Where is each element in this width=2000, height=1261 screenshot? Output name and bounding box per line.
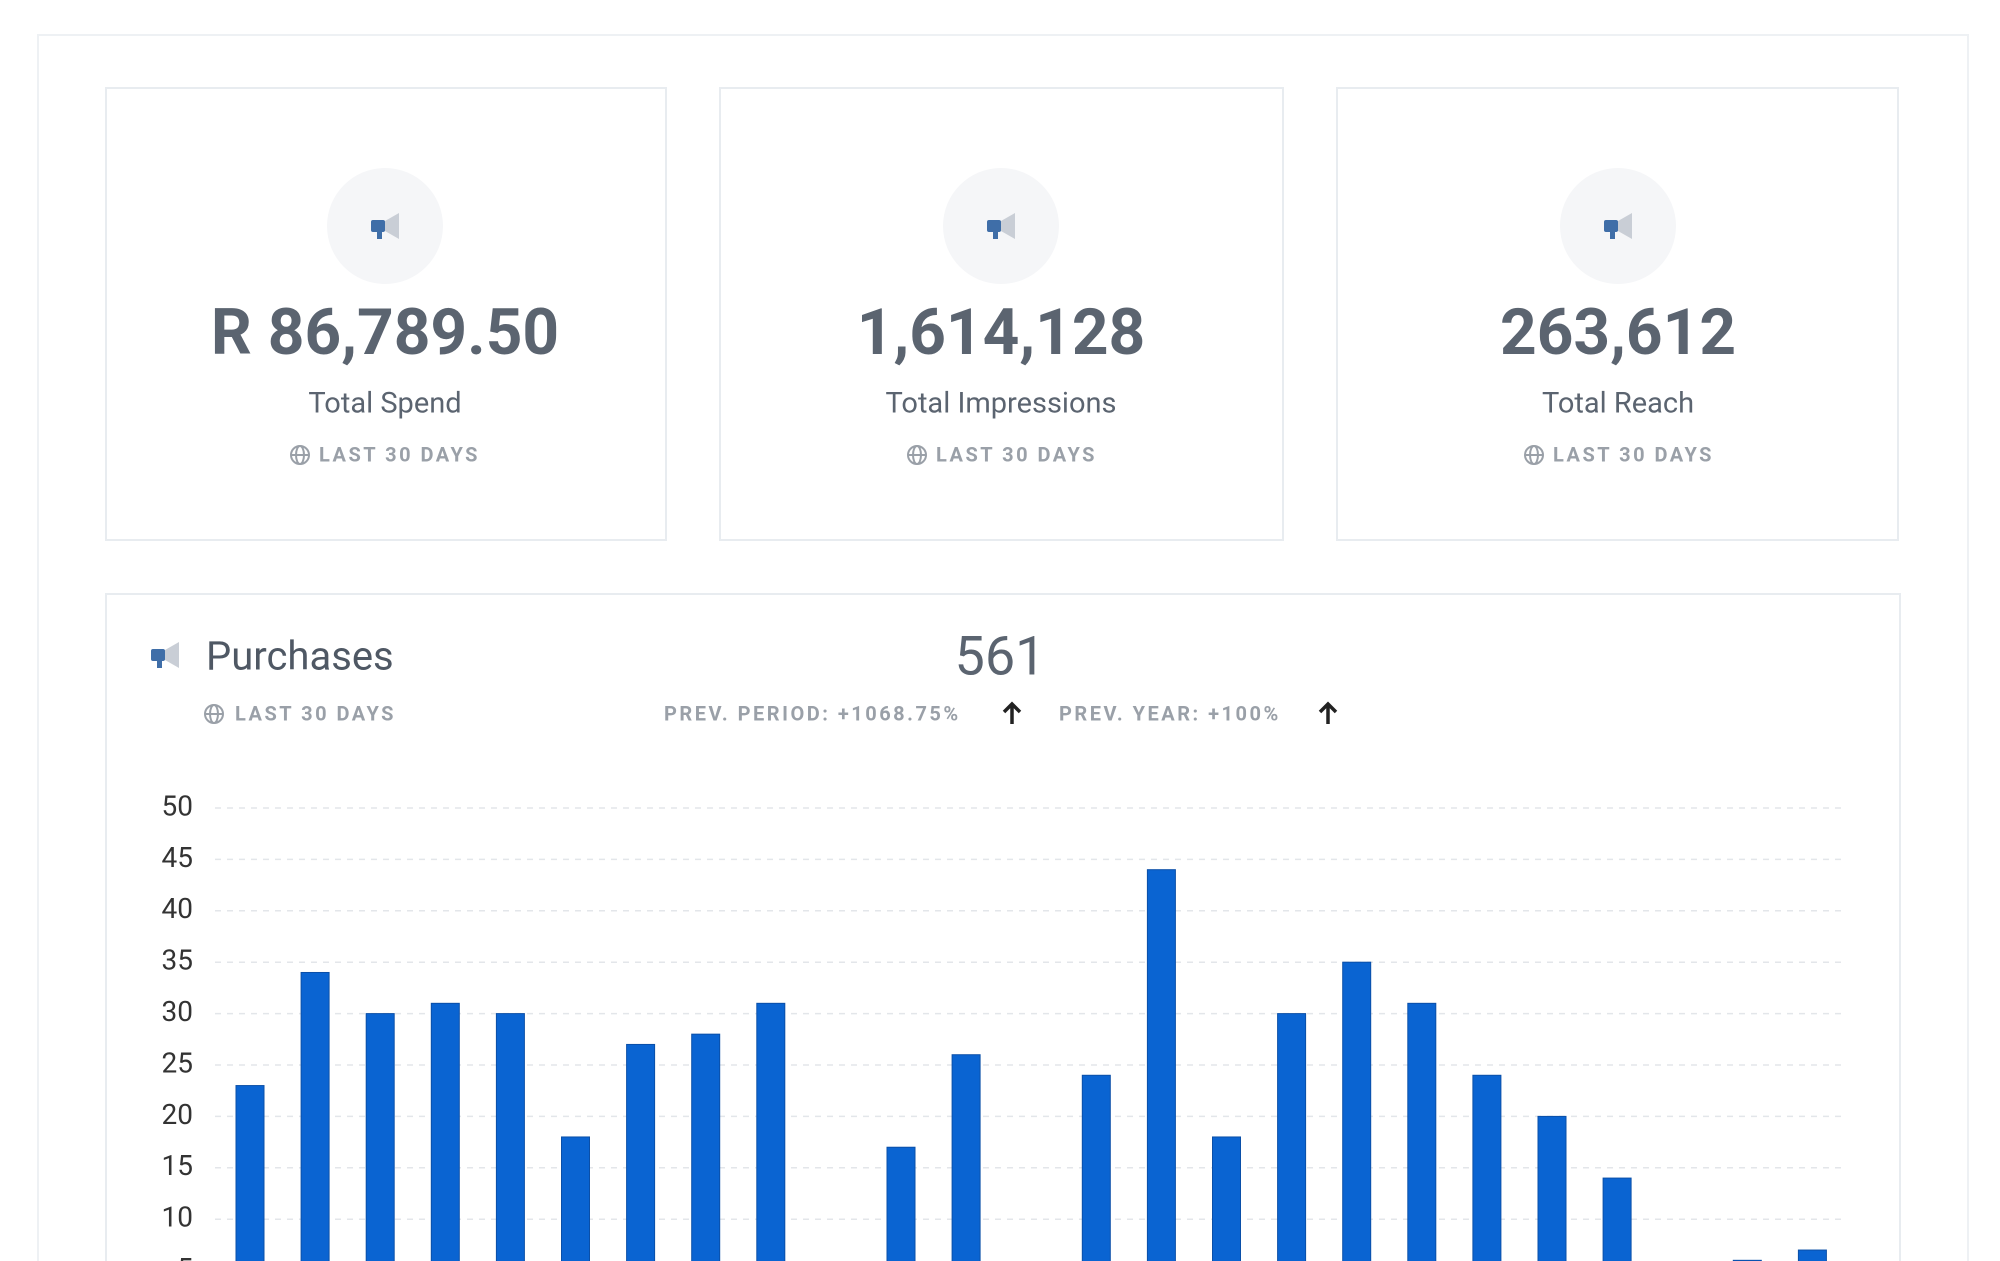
bar bbox=[756, 1002, 786, 1261]
bar bbox=[235, 1085, 265, 1261]
bar bbox=[1212, 1136, 1241, 1261]
total: 561 bbox=[954, 625, 1045, 688]
card: R 86,789.50 Total Spend LAST 30 DAYS bbox=[105, 87, 667, 541]
card-value: 1,614,128 bbox=[857, 295, 1146, 370]
y-tick-label: 40 bbox=[162, 892, 193, 925]
bar bbox=[691, 1033, 721, 1261]
card-value: 263,612 bbox=[1500, 295, 1736, 370]
y-tick-label: 10 bbox=[162, 1201, 193, 1234]
card-label: Total Reach bbox=[1542, 387, 1694, 421]
y-tick-label: 45 bbox=[162, 841, 193, 874]
prev-period: PREV. PERIOD: +1068.75% bbox=[664, 701, 961, 725]
bar bbox=[1537, 1115, 1567, 1261]
y-tick-label: 5 bbox=[177, 1252, 193, 1261]
y-tick-label: 35 bbox=[162, 944, 193, 977]
prev-year: PREV. YEAR: +100% bbox=[1059, 701, 1281, 725]
bar bbox=[561, 1136, 590, 1261]
card-value: R 86,789.50 bbox=[211, 295, 559, 370]
card-period: LAST 30 DAYS bbox=[319, 442, 480, 466]
bar bbox=[1342, 961, 1372, 1261]
y-tick-label: 20 bbox=[162, 1098, 193, 1131]
bar bbox=[1472, 1074, 1502, 1261]
card-period: LAST 30 DAYS bbox=[1553, 442, 1714, 466]
card-label: Total Impressions bbox=[886, 387, 1117, 421]
bar bbox=[430, 1002, 460, 1261]
bar bbox=[495, 1013, 525, 1261]
card: 1,614,128 Total Impressions LAST 30 DAYS bbox=[719, 87, 1284, 541]
y-tick-label: 25 bbox=[162, 1046, 193, 1079]
bar bbox=[951, 1054, 981, 1261]
bar bbox=[1081, 1074, 1111, 1261]
section-title: Purchases bbox=[206, 633, 394, 680]
bar bbox=[886, 1146, 916, 1261]
bar bbox=[1602, 1177, 1632, 1261]
bar bbox=[1146, 869, 1176, 1261]
bar bbox=[1797, 1249, 1827, 1261]
card: 263,612 Total Reach LAST 30 DAYS bbox=[1336, 87, 1899, 541]
y-tick-label: 30 bbox=[162, 995, 193, 1028]
bar bbox=[1277, 1013, 1307, 1261]
y-tick-label: 15 bbox=[162, 1149, 193, 1182]
bar bbox=[626, 1043, 656, 1261]
bar bbox=[1407, 1002, 1437, 1261]
bar bbox=[300, 971, 330, 1261]
chart-panel bbox=[105, 593, 1901, 1261]
bar bbox=[365, 1013, 395, 1261]
card-label: Total Spend bbox=[308, 387, 461, 421]
card-period: LAST 30 DAYS bbox=[936, 442, 1097, 466]
section-period: LAST 30 DAYS bbox=[235, 701, 396, 725]
y-tick-label: 50 bbox=[162, 789, 193, 822]
